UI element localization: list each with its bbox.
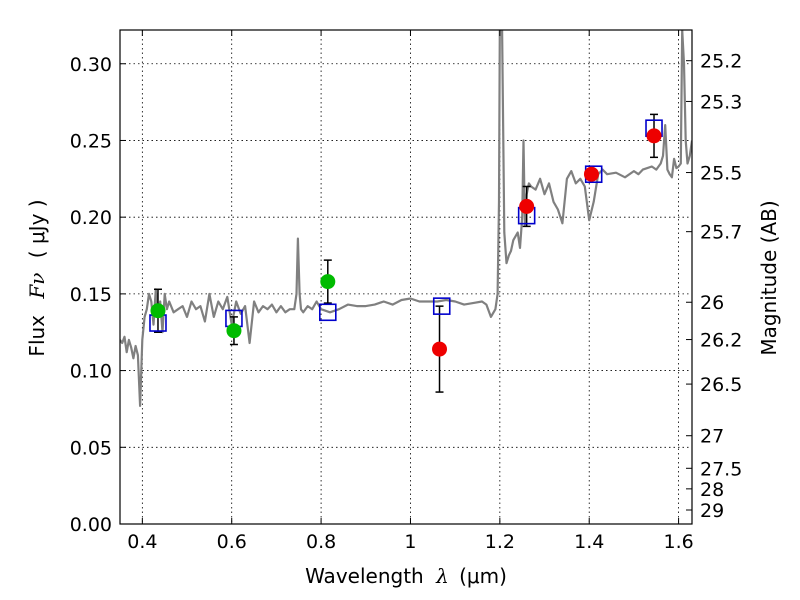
magnitude-tick-label: 25.5 bbox=[700, 163, 742, 185]
magnitude-tick-label: 27.5 bbox=[700, 458, 742, 480]
y-tick-label: 0.15 bbox=[70, 284, 112, 306]
model-photometry-box bbox=[318, 303, 337, 322]
red-data-point bbox=[583, 166, 599, 182]
magnitude-tick-label: 28 bbox=[700, 479, 724, 501]
y-tick-label: 0.00 bbox=[70, 514, 112, 536]
x-tick-label: 0.6 bbox=[217, 531, 247, 553]
magnitude-tick-label: 27 bbox=[700, 426, 724, 448]
y-axis-label: Flux Fν ( μJy ) bbox=[25, 199, 49, 356]
x-tick-label: 1.6 bbox=[663, 531, 693, 553]
x-axis-label-symbol: λ bbox=[435, 564, 449, 588]
x-tick-label: 1.2 bbox=[485, 531, 515, 553]
y-tick-label: 0.05 bbox=[70, 437, 112, 459]
y-axis-label-symbol: Fν bbox=[25, 273, 49, 300]
magnitude-tick-label: 29 bbox=[700, 500, 724, 522]
model-photometry-box bbox=[432, 297, 451, 315]
plot-frame bbox=[119, 29, 693, 525]
spectrum-line bbox=[120, 30, 692, 407]
y-tick-label: 0.25 bbox=[70, 130, 112, 152]
y-axis-label-unit: ( μJy ) bbox=[25, 199, 49, 258]
magnitude-tick-label: 26.5 bbox=[700, 374, 742, 396]
green-data-point bbox=[150, 303, 166, 319]
red-data-point bbox=[646, 128, 662, 144]
x-axis-label-text: Wavelength bbox=[305, 564, 424, 588]
magnitude-axis-label: Magnitude (AB) bbox=[757, 200, 781, 355]
x-tick-label: 1 bbox=[404, 531, 416, 553]
x-axis-label: Wavelength λ (μm) bbox=[305, 564, 507, 588]
red-data-point bbox=[519, 198, 535, 214]
y-axis-label-text: Flux bbox=[25, 315, 49, 357]
spectrum-series bbox=[120, 30, 692, 407]
ticks: 0.4 0.6 0.8 1 1.2 1.4 1.6 0.00 0.05 0.10 0.15 0.20 0… bbox=[70, 30, 742, 553]
green-data-point bbox=[320, 274, 336, 290]
x-tick-label: 1.4 bbox=[574, 531, 604, 553]
x-tick-label: 0.4 bbox=[127, 531, 157, 553]
x-axis-label-unit: (μm) bbox=[459, 564, 507, 588]
errorbars bbox=[153, 113, 659, 393]
markers bbox=[149, 119, 663, 357]
x-tick-label: 0.8 bbox=[306, 531, 336, 553]
y-tick-label: 0.30 bbox=[70, 54, 112, 76]
magnitude-tick-label: 25.3 bbox=[700, 91, 742, 113]
magnitude-tick-label: 26.2 bbox=[700, 330, 742, 352]
magnitude-tick-label: 25.2 bbox=[700, 51, 742, 73]
red-data-point bbox=[432, 341, 448, 357]
y-tick-label: 0.10 bbox=[70, 361, 112, 383]
y-tick-label: 0.20 bbox=[70, 207, 112, 229]
magnitude-tick-label: 25.7 bbox=[700, 222, 742, 244]
magnitude-tick-label: 26 bbox=[700, 292, 724, 314]
green-data-point bbox=[226, 323, 242, 339]
grid bbox=[120, 30, 692, 525]
